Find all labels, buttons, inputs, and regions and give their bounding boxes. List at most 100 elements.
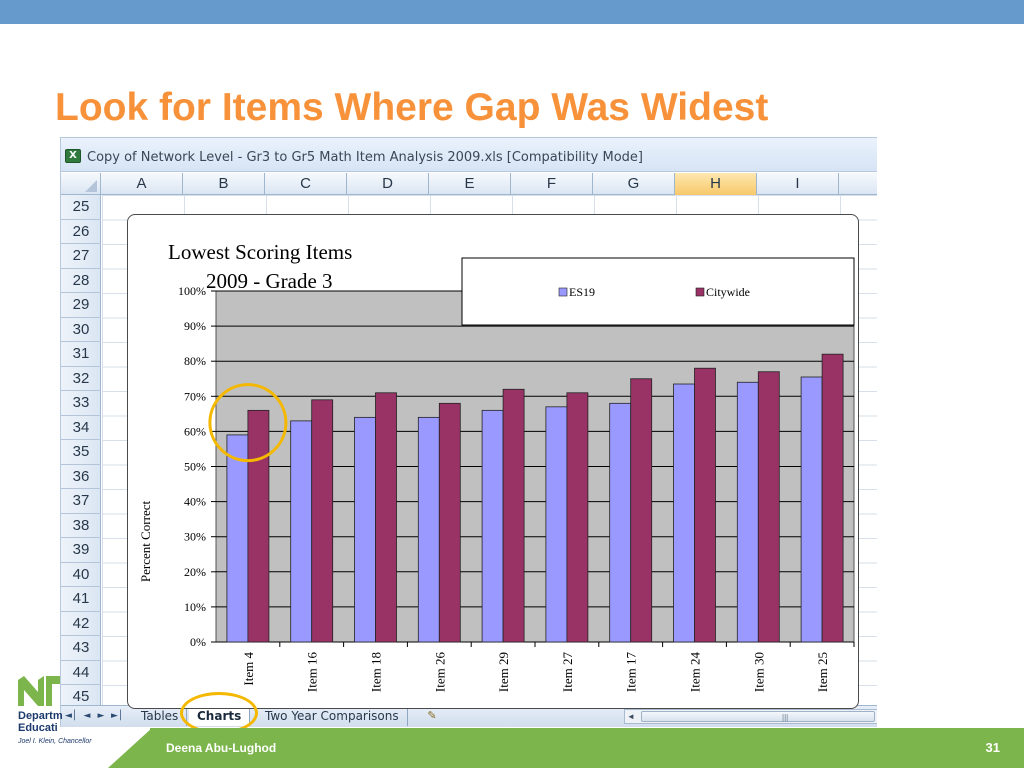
row-headers: 25 26 27 28 29 30 31 32 33 34 35 36 37 38 39 40 41 42 43 44… [61, 195, 101, 710]
excel-window: X Copy of Network Level - Gr3 to Gr5 Mat… [60, 137, 877, 727]
excel-titlebar: X Copy of Network Level - Gr3 to Gr5 Mat… [61, 138, 877, 172]
bar-citywide-item-29 [502, 388, 525, 643]
y-tick-label-20: 20% [184, 565, 206, 579]
bar-citywide-item-4 [247, 409, 270, 643]
row-header-37[interactable]: 37 [61, 489, 101, 514]
logo-line-1: Departm [18, 710, 63, 722]
column-header-b[interactable]: B [183, 173, 265, 195]
y-tick-label-90: 90% [184, 319, 206, 333]
bar-es19-item-17 [609, 402, 632, 643]
y-tick-label-40: 40% [184, 495, 206, 509]
select-all-corner[interactable] [61, 173, 101, 195]
legend-swatch-citywide [695, 287, 705, 297]
page-number: 31 [985, 740, 1000, 755]
x-tick-label-item-27: Item 27 [560, 652, 575, 693]
y-tick-label-60: 60% [184, 424, 206, 438]
row-header-31[interactable]: 31 [61, 342, 101, 367]
row-header-30[interactable]: 30 [61, 318, 101, 342]
footer-author: Deena Abu-Lughod [166, 741, 277, 755]
scrollbar-thumb[interactable]: ||| [641, 711, 875, 722]
row-header-36[interactable]: 36 [61, 465, 101, 489]
bar-es19-item-24 [673, 383, 695, 643]
row-header-42[interactable]: 42 [61, 612, 101, 636]
x-tick-label-item-18: Item 18 [369, 652, 384, 692]
row-header-25[interactable]: 25 [61, 195, 101, 220]
column-header-a[interactable]: A [101, 173, 183, 195]
column-header-e[interactable]: E [429, 173, 511, 195]
chart-object[interactable]: 0% 10% 20% 30% 40% 50% 60% 70% 80% 90% 100% Item 4 I… [127, 214, 859, 709]
x-tick-label-item-29: Item 29 [496, 652, 511, 692]
bar-citywide-item-26 [438, 402, 461, 643]
legend-swatch-es19 [558, 287, 568, 297]
bar-es19-item-18 [354, 416, 376, 643]
column-header-f[interactable]: F [511, 173, 593, 195]
row-header-33[interactable]: 33 [61, 391, 101, 416]
footer-slope [108, 728, 152, 768]
logo-line-2: Educati [18, 722, 58, 734]
y-tick-label-30: 30% [184, 530, 206, 544]
bar-es19-item-4 [226, 434, 249, 643]
row-header-34[interactable]: 34 [61, 416, 101, 440]
legend-box [461, 257, 855, 326]
row-header-28[interactable]: 28 [61, 269, 101, 293]
row-header-27[interactable]: 27 [61, 244, 101, 269]
x-tick-label-item-16: Item 16 [305, 652, 320, 693]
y-tick-label-80: 80% [184, 354, 206, 368]
bar-citywide-item-27 [566, 392, 589, 643]
excel-window-title: Copy of Network Level - Gr3 to Gr5 Math … [87, 150, 643, 165]
x-tick-label-item-26: Item 26 [432, 652, 447, 693]
bar-es19-item-16 [290, 420, 313, 643]
row-header-44[interactable]: 44 [61, 661, 101, 685]
column-header-i[interactable]: I [757, 173, 839, 195]
bar-es19-item-26 [417, 416, 440, 643]
highlight-circle-item-4 [208, 383, 288, 463]
logo-line-3: Joel I. Klein, Chancellor [18, 738, 92, 745]
tab-two-year-comparisons[interactable]: Two Year Comparisons [257, 706, 408, 726]
column-header-h[interactable]: H [675, 173, 757, 195]
select-all-icon [85, 180, 97, 192]
column-header-d[interactable]: D [347, 173, 429, 195]
x-tick-label-item-25: Item 25 [815, 652, 830, 692]
row-header-40[interactable]: 40 [61, 563, 101, 587]
bar-citywide-item-16 [311, 399, 334, 643]
insert-sheet-icon[interactable]: ✎ [427, 710, 437, 722]
excel-file-icon[interactable]: X [65, 149, 81, 163]
horizontal-scrollbar[interactable]: ◄ ||| [624, 709, 877, 724]
scroll-left-icon[interactable]: ◄ [627, 712, 635, 721]
row-header-26[interactable]: 26 [61, 220, 101, 244]
last-sheet-icon[interactable]: ►│ [111, 711, 124, 721]
y-axis-label: Percent Correct [138, 501, 153, 583]
bar-citywide-item-30 [757, 371, 780, 643]
y-tick-label-100: 100% [178, 284, 206, 298]
doe-logo: Departm Educati Joel I. Klein, Chancello… [18, 676, 110, 748]
footer: Deena Abu-Lughod 31 [0, 728, 1024, 768]
row-header-32[interactable]: 32 [61, 367, 101, 391]
y-tick-label-10: 10% [184, 600, 206, 614]
x-tick-label-item-24: Item 24 [688, 652, 703, 693]
x-tick-label-item-17: Item 17 [624, 652, 639, 693]
chart-title-line-1: Lowest Scoring Items [168, 240, 352, 264]
bar-es19-item-25 [800, 376, 823, 643]
prev-sheet-icon[interactable]: ◄ [83, 711, 91, 721]
bar-citywide-item-17 [630, 378, 653, 643]
bar-citywide-item-18 [375, 392, 397, 643]
nyc-logo-icon [18, 676, 60, 706]
slide-title: Look for Items Where Gap Was Widest [55, 86, 769, 129]
row-header-38[interactable]: 38 [61, 514, 101, 538]
row-header-39[interactable]: 39 [61, 538, 101, 563]
bar-citywide-item-24 [694, 367, 716, 643]
row-header-35[interactable]: 35 [61, 440, 101, 465]
legend-label-es19: ES19 [569, 285, 595, 299]
bar-es19-item-30 [736, 381, 759, 643]
column-header-c[interactable]: C [265, 173, 347, 195]
x-tick-label-item-30: Item 30 [751, 652, 766, 692]
row-header-29[interactable]: 29 [61, 293, 101, 318]
column-header-g[interactable]: G [593, 173, 675, 195]
row-header-41[interactable]: 41 [61, 587, 101, 612]
next-sheet-icon[interactable]: ► [97, 711, 105, 721]
row-header-43[interactable]: 43 [61, 636, 101, 661]
first-sheet-icon[interactable]: ◄│ [65, 711, 78, 721]
tab-tables[interactable]: Tables [133, 706, 188, 726]
